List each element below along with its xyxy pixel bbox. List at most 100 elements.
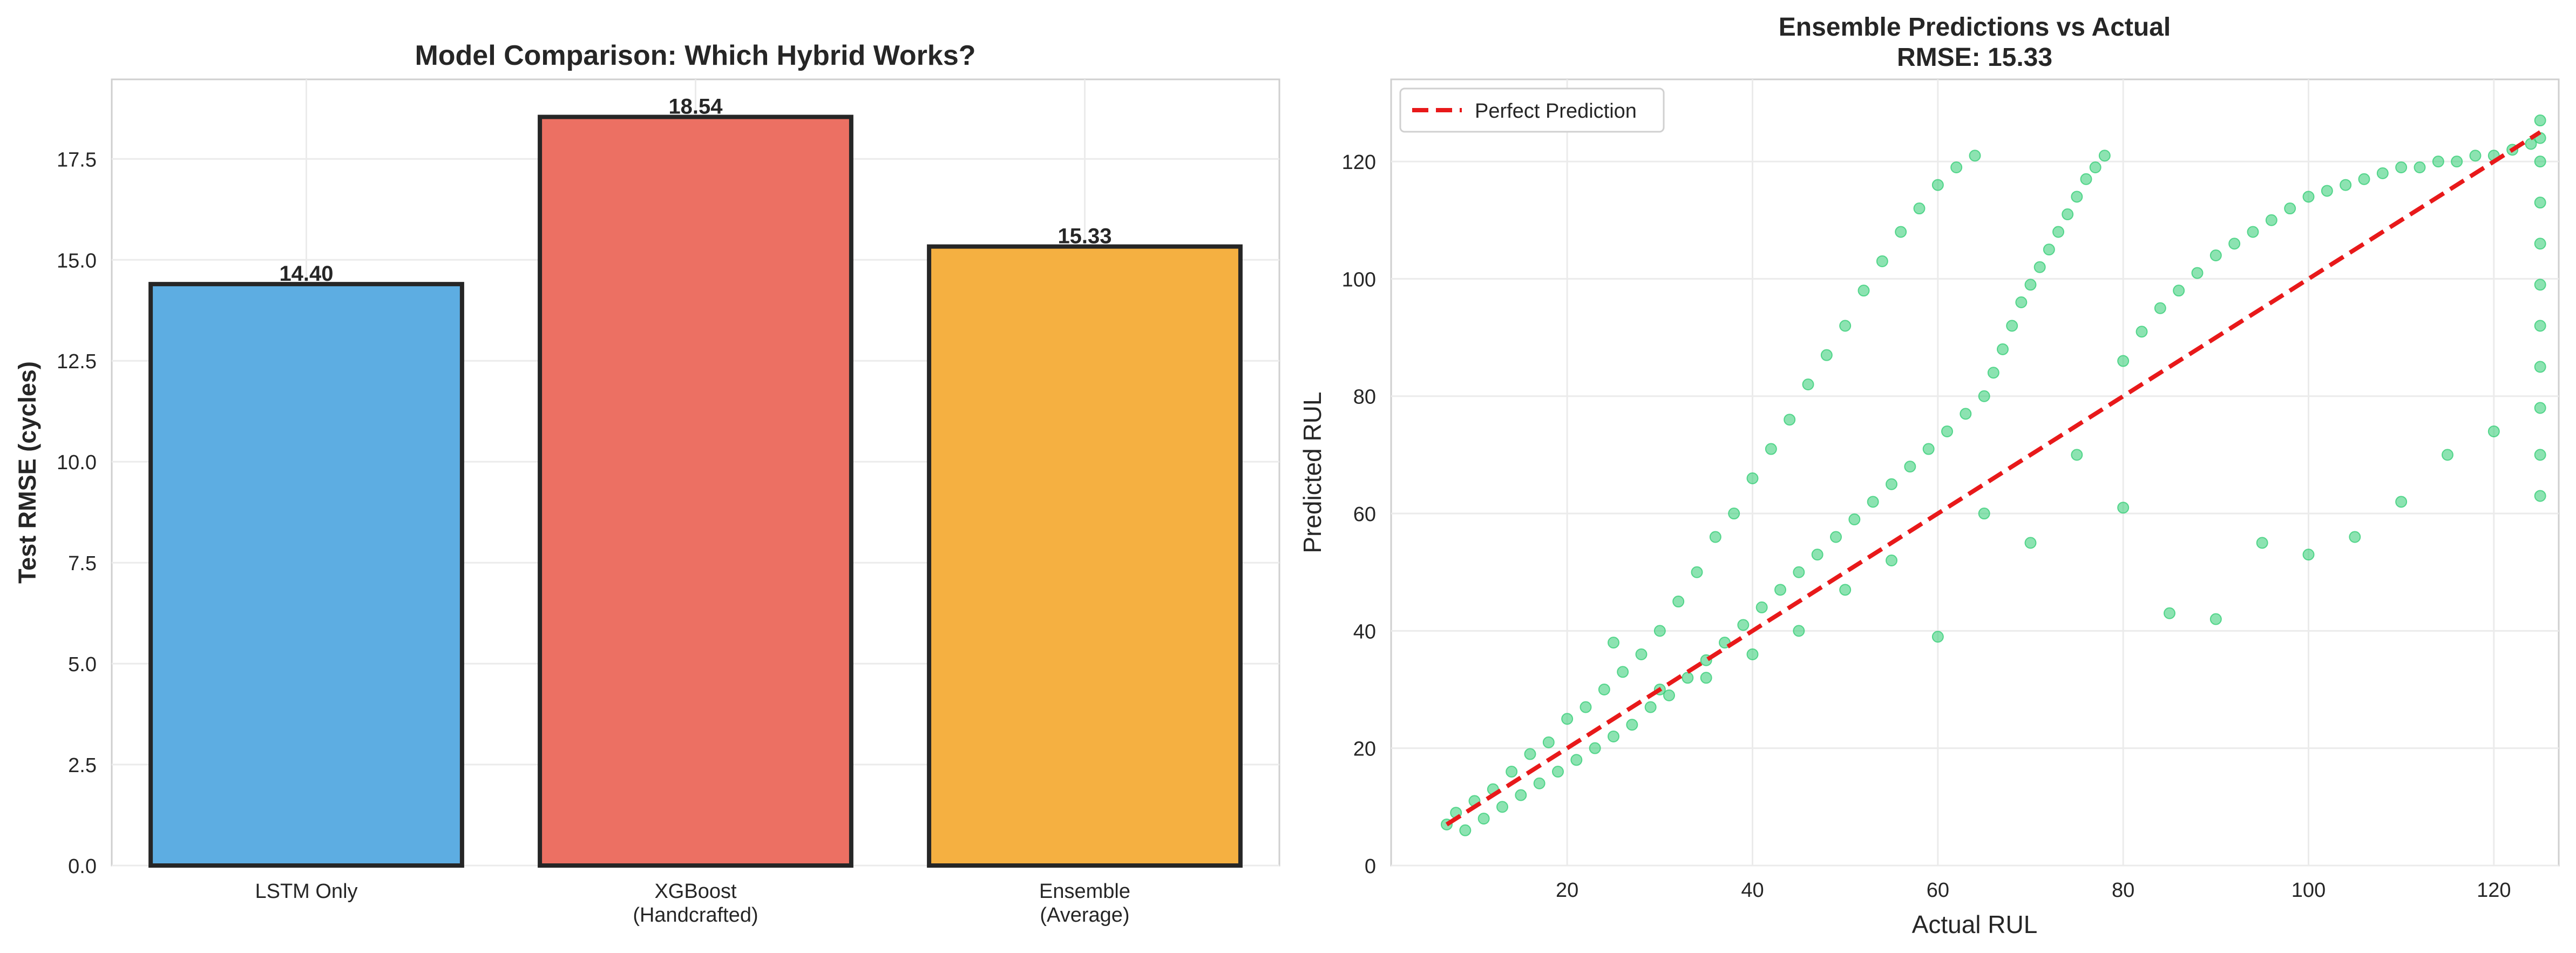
scatter-point — [1978, 390, 1990, 402]
scatter-point — [1922, 443, 1935, 455]
bar-chart: 0.0 2.5 5.0 7.5 10.0 12.5 15.0 17.5 LSTM Only XG… — [13, 40, 1280, 927]
scatter-point — [1969, 150, 1981, 162]
scatter-point — [1524, 748, 1536, 760]
scatter-point — [1876, 255, 1888, 267]
scatter-point — [1561, 713, 1574, 725]
scatter-point — [1663, 689, 1675, 701]
bar — [927, 244, 1243, 868]
scatter-point — [1506, 766, 1518, 778]
scatter-point — [1746, 648, 1759, 660]
bar-x-tick-label: Ensemble — [1039, 880, 1130, 903]
bar-y-tick-labels: 0.0 2.5 5.0 7.5 10.0 12.5 15.0 17.5 — [57, 148, 97, 878]
scatter-point — [1830, 531, 1842, 543]
scatter-point — [1737, 619, 1750, 631]
scatter-point — [2117, 355, 2130, 367]
scatter-point — [1820, 349, 1833, 361]
scatter-point — [2534, 279, 2546, 291]
scatter-point — [2033, 261, 2046, 273]
scatter-point — [1858, 285, 1870, 297]
scatter-point — [1570, 754, 1583, 766]
scatter-point — [2265, 214, 2277, 226]
scatter-point — [2534, 402, 2546, 414]
scatter-point — [2487, 425, 2500, 437]
scatter-point — [2098, 150, 2111, 162]
scatter-point — [1617, 666, 1629, 678]
perfect-prediction-line — [1445, 130, 2541, 827]
scatter-point — [1811, 549, 1823, 561]
scatter-point — [2358, 173, 2370, 185]
scatter-point — [2284, 202, 2296, 215]
scatter-x-axis-label: Actual RUL — [1912, 910, 2038, 938]
scatter-point — [1626, 719, 1638, 731]
scatter-point — [1839, 584, 1852, 596]
scatter-point — [1580, 701, 1592, 713]
scatter-point — [2302, 191, 2315, 203]
scatter-point — [1682, 672, 1694, 684]
scatter-point — [1672, 596, 1685, 608]
scatter-point — [2024, 537, 2037, 549]
scatter-plot-area — [1390, 78, 2560, 867]
scatter-y-axis-label: Predicted RUL — [1298, 391, 1326, 553]
bar-y-tick-label: 10.0 — [57, 451, 97, 474]
scatter-point — [2340, 179, 2352, 191]
bar-chart-title: Model Comparison: Which Hybrid Works? — [415, 40, 975, 71]
scatter-point — [1746, 472, 1759, 484]
scatter-point — [2534, 114, 2546, 127]
scatter-gridlines — [1391, 79, 2559, 867]
scatter-point — [2534, 490, 2546, 502]
scatter-y-tick-label: 20 — [1353, 738, 1376, 761]
scatter-point — [1848, 513, 1861, 525]
scatter-point — [2117, 502, 2130, 514]
scatter-point — [2062, 208, 2074, 220]
scatter-point — [1913, 202, 1926, 215]
bar-x-tick-labels: LSTM Only XGBoost(Handcrafted) Ensemble(Av… — [255, 880, 1130, 927]
scatter-point — [2534, 320, 2546, 332]
scatter-point — [1542, 736, 1555, 748]
bar-value-label: 14.40 — [279, 262, 333, 286]
scatter-point — [1802, 379, 1814, 391]
scatter-point — [1784, 414, 1796, 426]
legend: Perfect Prediction — [1399, 87, 1665, 133]
scatter-point — [2414, 161, 2426, 173]
bar-y-tick-label: 12.5 — [57, 350, 97, 373]
bar-y-tick-label: 7.5 — [68, 552, 97, 575]
scatter-y-tick-label: 0 — [1365, 855, 1376, 878]
scatter-point — [2321, 185, 2333, 197]
scatter-x-tick-label: 20 — [1556, 879, 1578, 902]
bar-y-tick-label: 0.0 — [68, 855, 97, 878]
scatter-point — [1608, 637, 1619, 649]
scatter-point — [1997, 343, 2009, 355]
scatter-point — [1635, 648, 1648, 660]
scatter-point — [2080, 173, 2092, 185]
scatter-point — [1644, 701, 1657, 713]
scatter-point — [2395, 161, 2408, 173]
bar — [148, 282, 464, 868]
bar-y-tick-label: 17.5 — [57, 148, 97, 171]
bar-y-tick-label: 2.5 — [68, 754, 97, 777]
scatter-chart-title: Ensemble Predictions vs Actual — [1779, 13, 2171, 42]
bar — [538, 114, 853, 868]
scatter-point — [1886, 554, 1897, 566]
scatter-y-tick-label: 80 — [1353, 386, 1376, 409]
bar-y-tick-label: 5.0 — [68, 653, 97, 676]
scatter-x-tick-label: 40 — [1741, 879, 1764, 902]
scatter-point — [1886, 478, 1897, 490]
scatter-point — [2534, 449, 2546, 461]
bar-value-label: 18.54 — [668, 95, 723, 119]
scatter-point — [2349, 531, 2361, 543]
scatter-series — [1441, 114, 2546, 836]
scatter-point — [1895, 226, 1907, 238]
scatter-point — [1477, 813, 1490, 825]
scatter-point — [2136, 326, 2148, 338]
scatter-point — [2089, 161, 2102, 173]
scatter-point — [2006, 320, 2018, 332]
scatter-point — [1904, 461, 1916, 473]
scatter-point — [2534, 197, 2546, 209]
scatter-point — [2256, 537, 2268, 549]
scatter-point — [2071, 449, 2083, 461]
scatter-point — [1459, 824, 1472, 836]
bar-x-tick-label: XGBoost — [654, 880, 737, 903]
scatter-point — [1608, 730, 1619, 742]
scatter-point — [2154, 302, 2166, 314]
bar-y-tick-label: 15.0 — [57, 249, 97, 272]
